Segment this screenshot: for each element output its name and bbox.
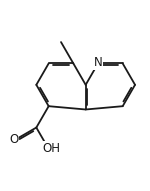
- Text: OH: OH: [43, 142, 61, 155]
- Text: N: N: [94, 56, 102, 69]
- Text: O: O: [9, 133, 18, 146]
